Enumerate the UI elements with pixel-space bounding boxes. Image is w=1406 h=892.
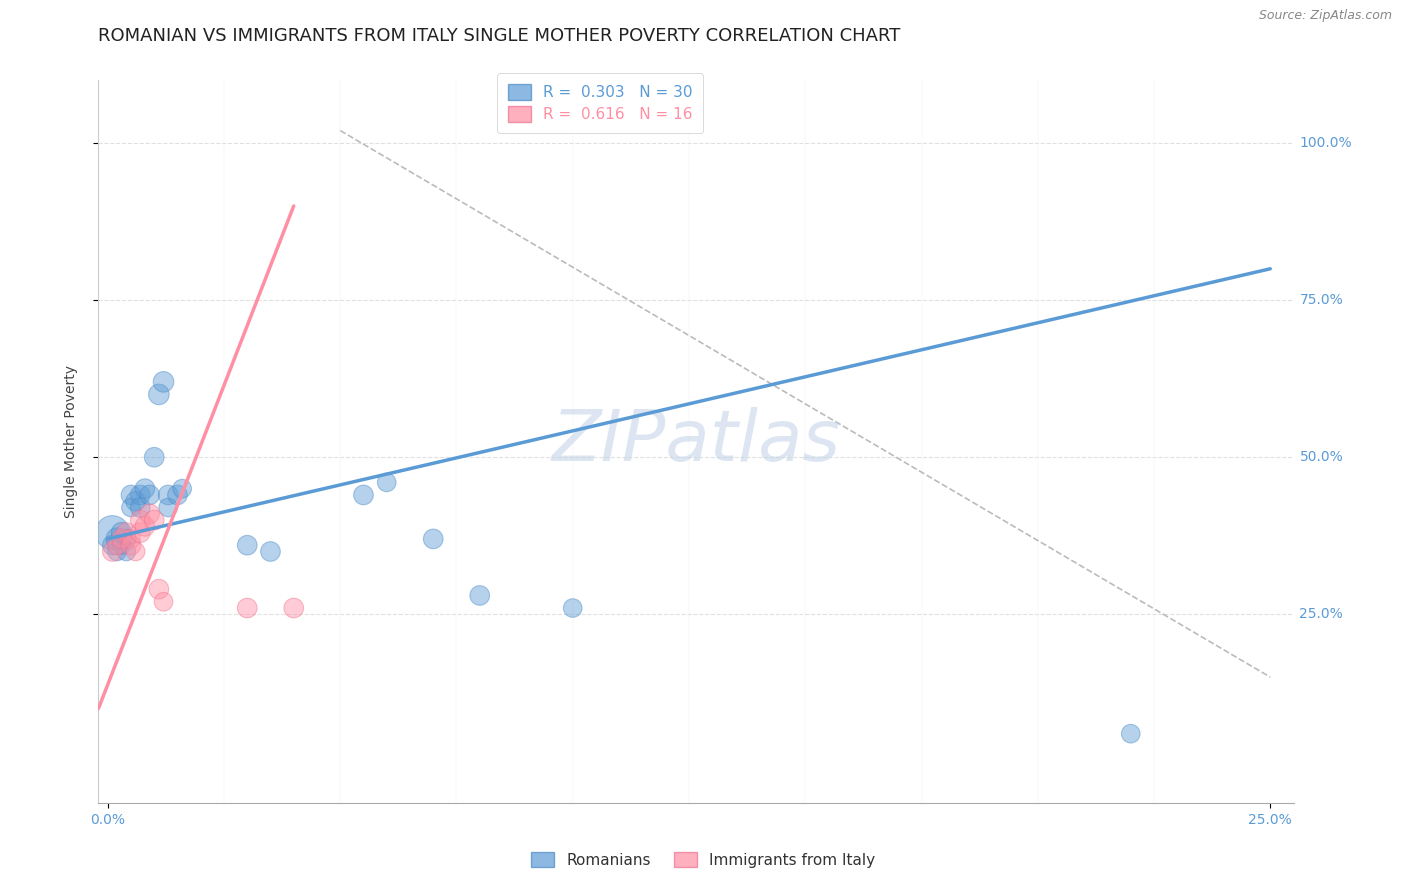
Text: 75.0%: 75.0% (1299, 293, 1343, 307)
Legend: R =  0.303   N = 30, R =  0.616   N = 16: R = 0.303 N = 30, R = 0.616 N = 16 (498, 73, 703, 133)
Point (236, 538, 259, 552)
Point (283, 601, 305, 615)
Point (101, 538, 124, 552)
Point (561, 601, 583, 615)
Point (157, 488, 180, 502)
Point (105, 544, 128, 558)
Point (124, 544, 146, 558)
Point (134, 519, 156, 533)
Text: ZIPatlas: ZIPatlas (551, 407, 841, 476)
Text: ROMANIAN VS IMMIGRANTS FROM ITALY SINGLE MOTHER POVERTY CORRELATION CHART: ROMANIAN VS IMMIGRANTS FROM ITALY SINGLE… (98, 27, 901, 45)
Point (152, 595, 174, 609)
Point (129, 525, 152, 540)
Point (111, 538, 134, 552)
Point (138, 507, 160, 521)
Point (111, 525, 134, 540)
Point (120, 500, 142, 515)
Point (105, 538, 128, 552)
Point (236, 601, 259, 615)
Point (1119, 727, 1142, 741)
Point (166, 488, 188, 502)
Text: 50.0%: 50.0% (1299, 450, 1343, 464)
Point (148, 582, 170, 597)
Point (101, 544, 124, 558)
Point (143, 513, 166, 527)
Point (115, 525, 138, 540)
Point (143, 450, 166, 465)
Text: Source: ZipAtlas.com: Source: ZipAtlas.com (1258, 9, 1392, 22)
Y-axis label: Single Mother Poverty: Single Mother Poverty (63, 365, 77, 518)
Point (129, 500, 152, 515)
Point (259, 544, 281, 558)
Point (129, 513, 152, 527)
Point (129, 488, 152, 502)
Point (172, 482, 194, 496)
Point (115, 532, 138, 546)
Point (375, 475, 398, 490)
Text: 25.0%: 25.0% (1299, 607, 1343, 622)
Point (124, 494, 146, 508)
Point (101, 525, 124, 540)
Point (120, 538, 142, 552)
Point (115, 544, 138, 558)
Point (105, 532, 128, 546)
Point (134, 482, 156, 496)
Point (353, 488, 375, 502)
Point (157, 500, 180, 515)
Point (120, 532, 142, 546)
Point (422, 532, 444, 546)
Text: 100.0%: 100.0% (1299, 136, 1353, 150)
Point (152, 375, 174, 389)
Point (148, 387, 170, 401)
Point (111, 532, 134, 546)
Legend: Romanians, Immigrants from Italy: Romanians, Immigrants from Italy (523, 844, 883, 875)
Point (120, 488, 142, 502)
Point (468, 589, 491, 603)
Point (138, 488, 160, 502)
